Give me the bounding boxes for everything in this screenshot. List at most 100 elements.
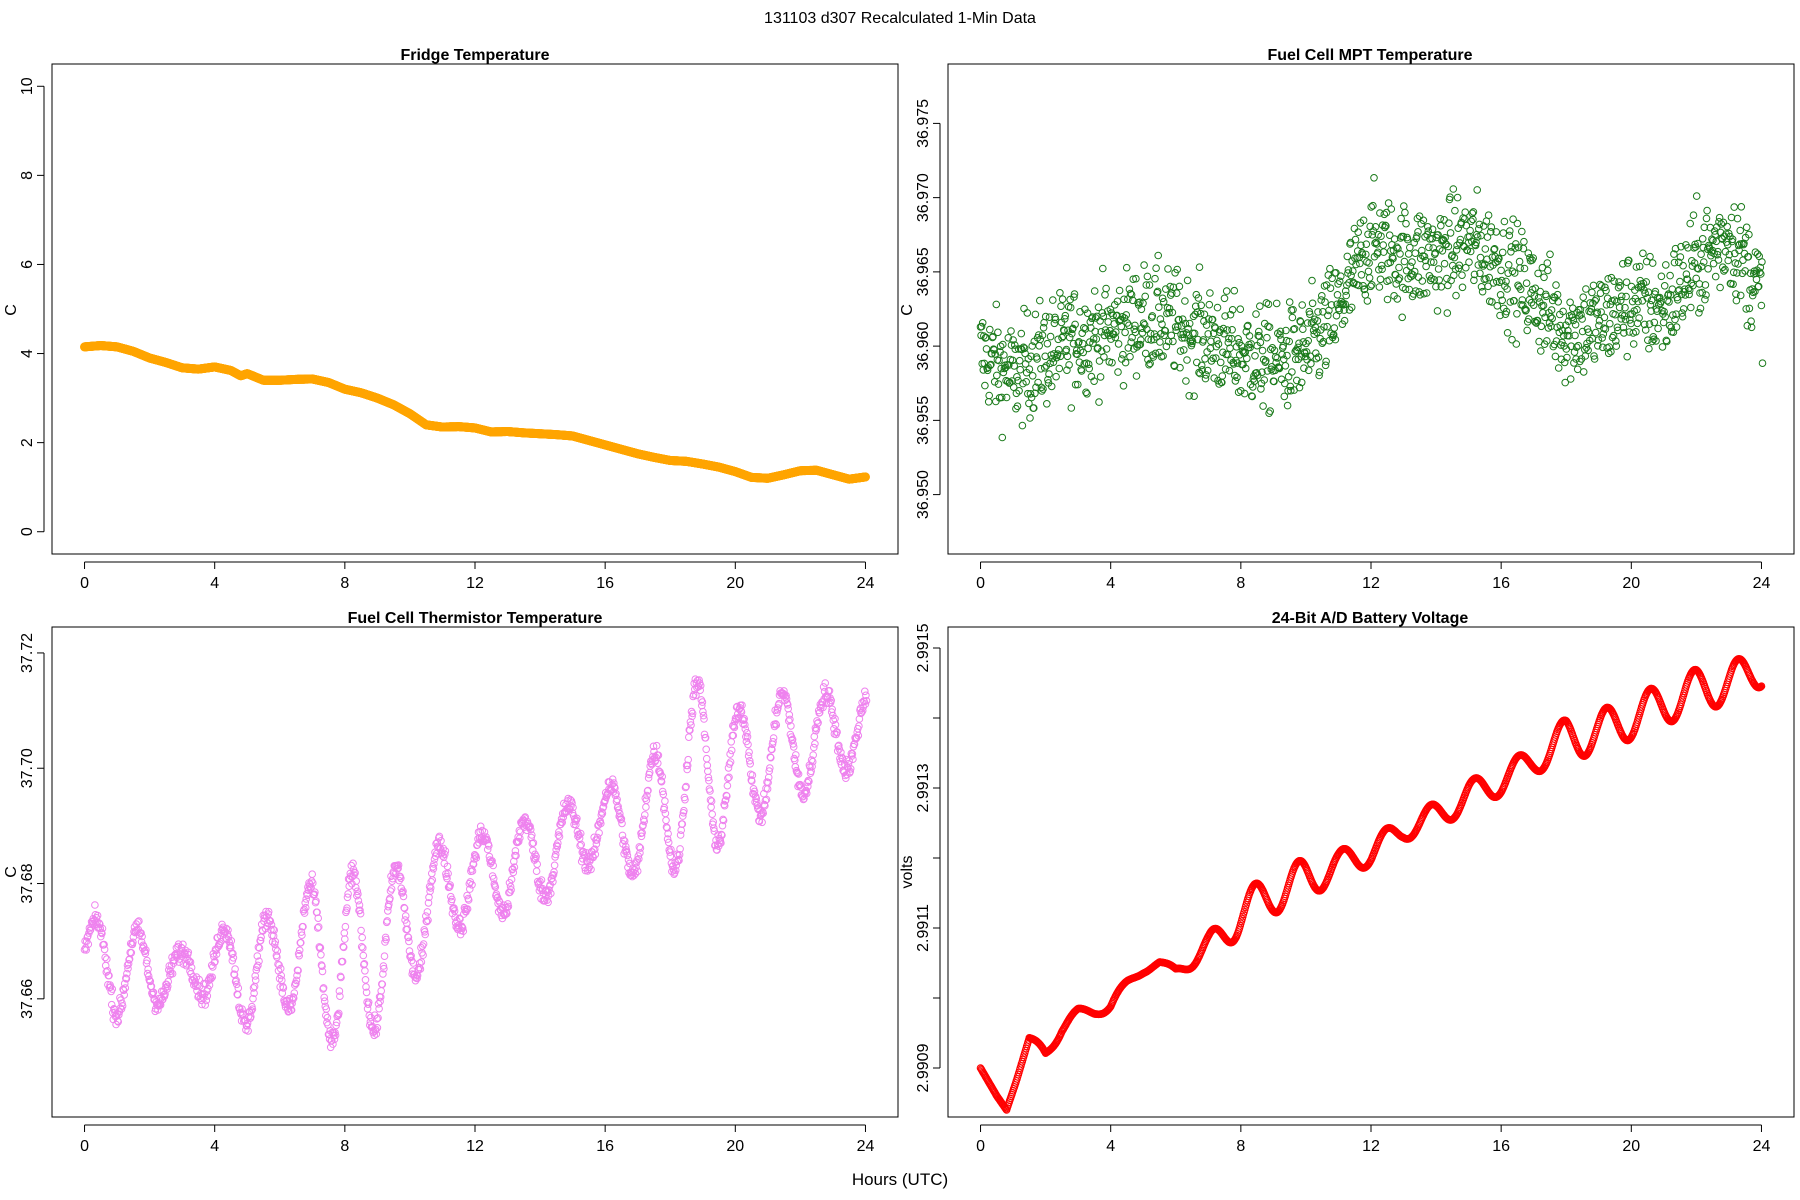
mpt-data-point: [1452, 291, 1460, 300]
mpt-data-point: [1189, 312, 1198, 321]
mpt-y-tick-label: 36.975: [915, 99, 932, 148]
mpt-data-point: [1118, 355, 1126, 363]
mpt-data-point: [1288, 313, 1297, 322]
mpt-data-point: [1132, 372, 1141, 380]
mpt-data-point: [1288, 368, 1296, 376]
mpt-data-point: [1622, 292, 1630, 301]
mpt-data-point: [1122, 263, 1131, 272]
mpt-data-point: [1039, 385, 1047, 393]
mpt-data-point: [1660, 282, 1669, 290]
mpt-data-point: [1190, 392, 1198, 401]
mpt-data-point: [1095, 398, 1103, 406]
mpt-data-point: [1043, 400, 1051, 408]
mpt-data-point: [1095, 357, 1104, 365]
thermistor-data-point: [322, 1011, 330, 1020]
thermistor-data-point: [358, 933, 367, 942]
thermistor-data-point: [428, 876, 437, 884]
thermistor-x-tick-label: 20: [726, 1138, 744, 1155]
mpt-data-point: [1695, 280, 1704, 288]
mpt-data-point: [1016, 365, 1025, 374]
mpt-data-point: [993, 371, 1001, 380]
mpt-data-point: [1221, 365, 1230, 374]
mpt-data-point: [1665, 298, 1673, 306]
thermistor-data-point: [357, 926, 365, 935]
mpt-data-point: [1181, 297, 1189, 305]
mpt-data-point: [1026, 414, 1034, 422]
mpt-data-point: [1066, 303, 1075, 312]
mpt-data-point: [1520, 264, 1529, 273]
mpt-data-point: [1574, 341, 1583, 350]
mpt-x-tick-label: 8: [1236, 575, 1245, 592]
thermistor-data-point: [273, 947, 282, 955]
thermistor-data-point: [478, 826, 487, 835]
mpt-data-point: [1566, 375, 1575, 383]
mpt-x-tick-label: 16: [1492, 575, 1510, 592]
fridge-temperature-title: Fridge Temperature: [400, 47, 549, 64]
mpt-data-point: [1307, 359, 1315, 368]
mpt-data-point: [1600, 313, 1609, 322]
mpt-data-point: [1119, 382, 1128, 390]
thermistor-y-tick-label: 37.68: [19, 863, 36, 903]
mpt-data-point: [1395, 263, 1403, 272]
fridge-x-tick-label: 4: [210, 575, 219, 592]
thermistor-data-point: [375, 1004, 383, 1013]
thermistor-data-points: [80, 675, 871, 1052]
mpt-data-point: [984, 398, 993, 406]
mpt-data-point: [1446, 229, 1455, 237]
thermistor-data-point: [367, 1013, 375, 1022]
mpt-data-point: [1689, 211, 1698, 219]
mpt-data-point: [1404, 250, 1413, 258]
mpt-data-point: [1518, 227, 1526, 236]
mpt-data-point: [1723, 222, 1731, 231]
mpt-x-tick-label: 20: [1622, 575, 1640, 592]
mpt-data-point: [1154, 251, 1162, 260]
mpt-data-point: [1383, 295, 1392, 304]
mpt-data-point: [1582, 285, 1590, 293]
fridge-x-tick-label: 16: [596, 575, 614, 592]
mpt-data-point: [1554, 364, 1563, 372]
mpt-data-point: [1662, 261, 1670, 269]
thermistor-data-point: [144, 965, 152, 974]
mpt-data-point: [1096, 373, 1105, 381]
mpt-data-point: [1408, 258, 1416, 266]
mpt-data-point: [1151, 274, 1159, 283]
mpt-data-point: [1102, 284, 1110, 293]
thermistor-data-point: [405, 937, 413, 946]
thermistor-y-tick-label: 37.72: [19, 633, 36, 673]
mpt-data-point: [1679, 305, 1688, 313]
mpt-data-point: [1220, 294, 1229, 303]
mpt-data-point: [1263, 333, 1271, 342]
mpt-data-point: [1665, 321, 1674, 330]
mpt-data-point: [1370, 174, 1378, 182]
mpt-data-point: [1657, 272, 1666, 281]
mpt-data-point: [1592, 295, 1600, 303]
mpt-data-point: [1318, 292, 1326, 300]
mpt-data-point: [1052, 372, 1060, 381]
mpt-data-point: [1351, 235, 1360, 244]
mpt-y-tick-label: 36.955: [915, 396, 932, 445]
thermistor-x-tick-label: 0: [80, 1138, 89, 1155]
mpt-data-point: [1099, 264, 1107, 273]
mpt-data-point: [1453, 193, 1462, 202]
mpt-data-point: [1466, 226, 1474, 235]
thermistor-data-point: [361, 967, 369, 975]
mpt-data-point: [1376, 209, 1384, 217]
mpt-data-point: [1503, 329, 1512, 337]
thermistor-data-point: [642, 803, 650, 811]
mpt-data-point: [1002, 393, 1011, 402]
thermistor-data-point: [529, 846, 537, 855]
fridge-y-tick-label: 8: [19, 171, 36, 180]
mpt-data-point: [1606, 319, 1614, 328]
mpt-data-point: [1225, 366, 1234, 375]
mpt-data-point: [1418, 277, 1427, 285]
thermistor-data-point: [103, 955, 111, 963]
mpt-data-point: [1182, 377, 1190, 385]
mpt-data-point: [1055, 364, 1064, 373]
mpt-data-point: [1281, 362, 1290, 370]
thermistor-x-tick-label: 4: [210, 1138, 219, 1155]
mpt-data-point: [1141, 292, 1149, 301]
mpt-data-point: [1534, 269, 1542, 278]
mpt-data-point: [1057, 302, 1065, 311]
fridge-y-tick-label: 2: [19, 438, 36, 447]
mpt-data-point: [1645, 344, 1653, 353]
